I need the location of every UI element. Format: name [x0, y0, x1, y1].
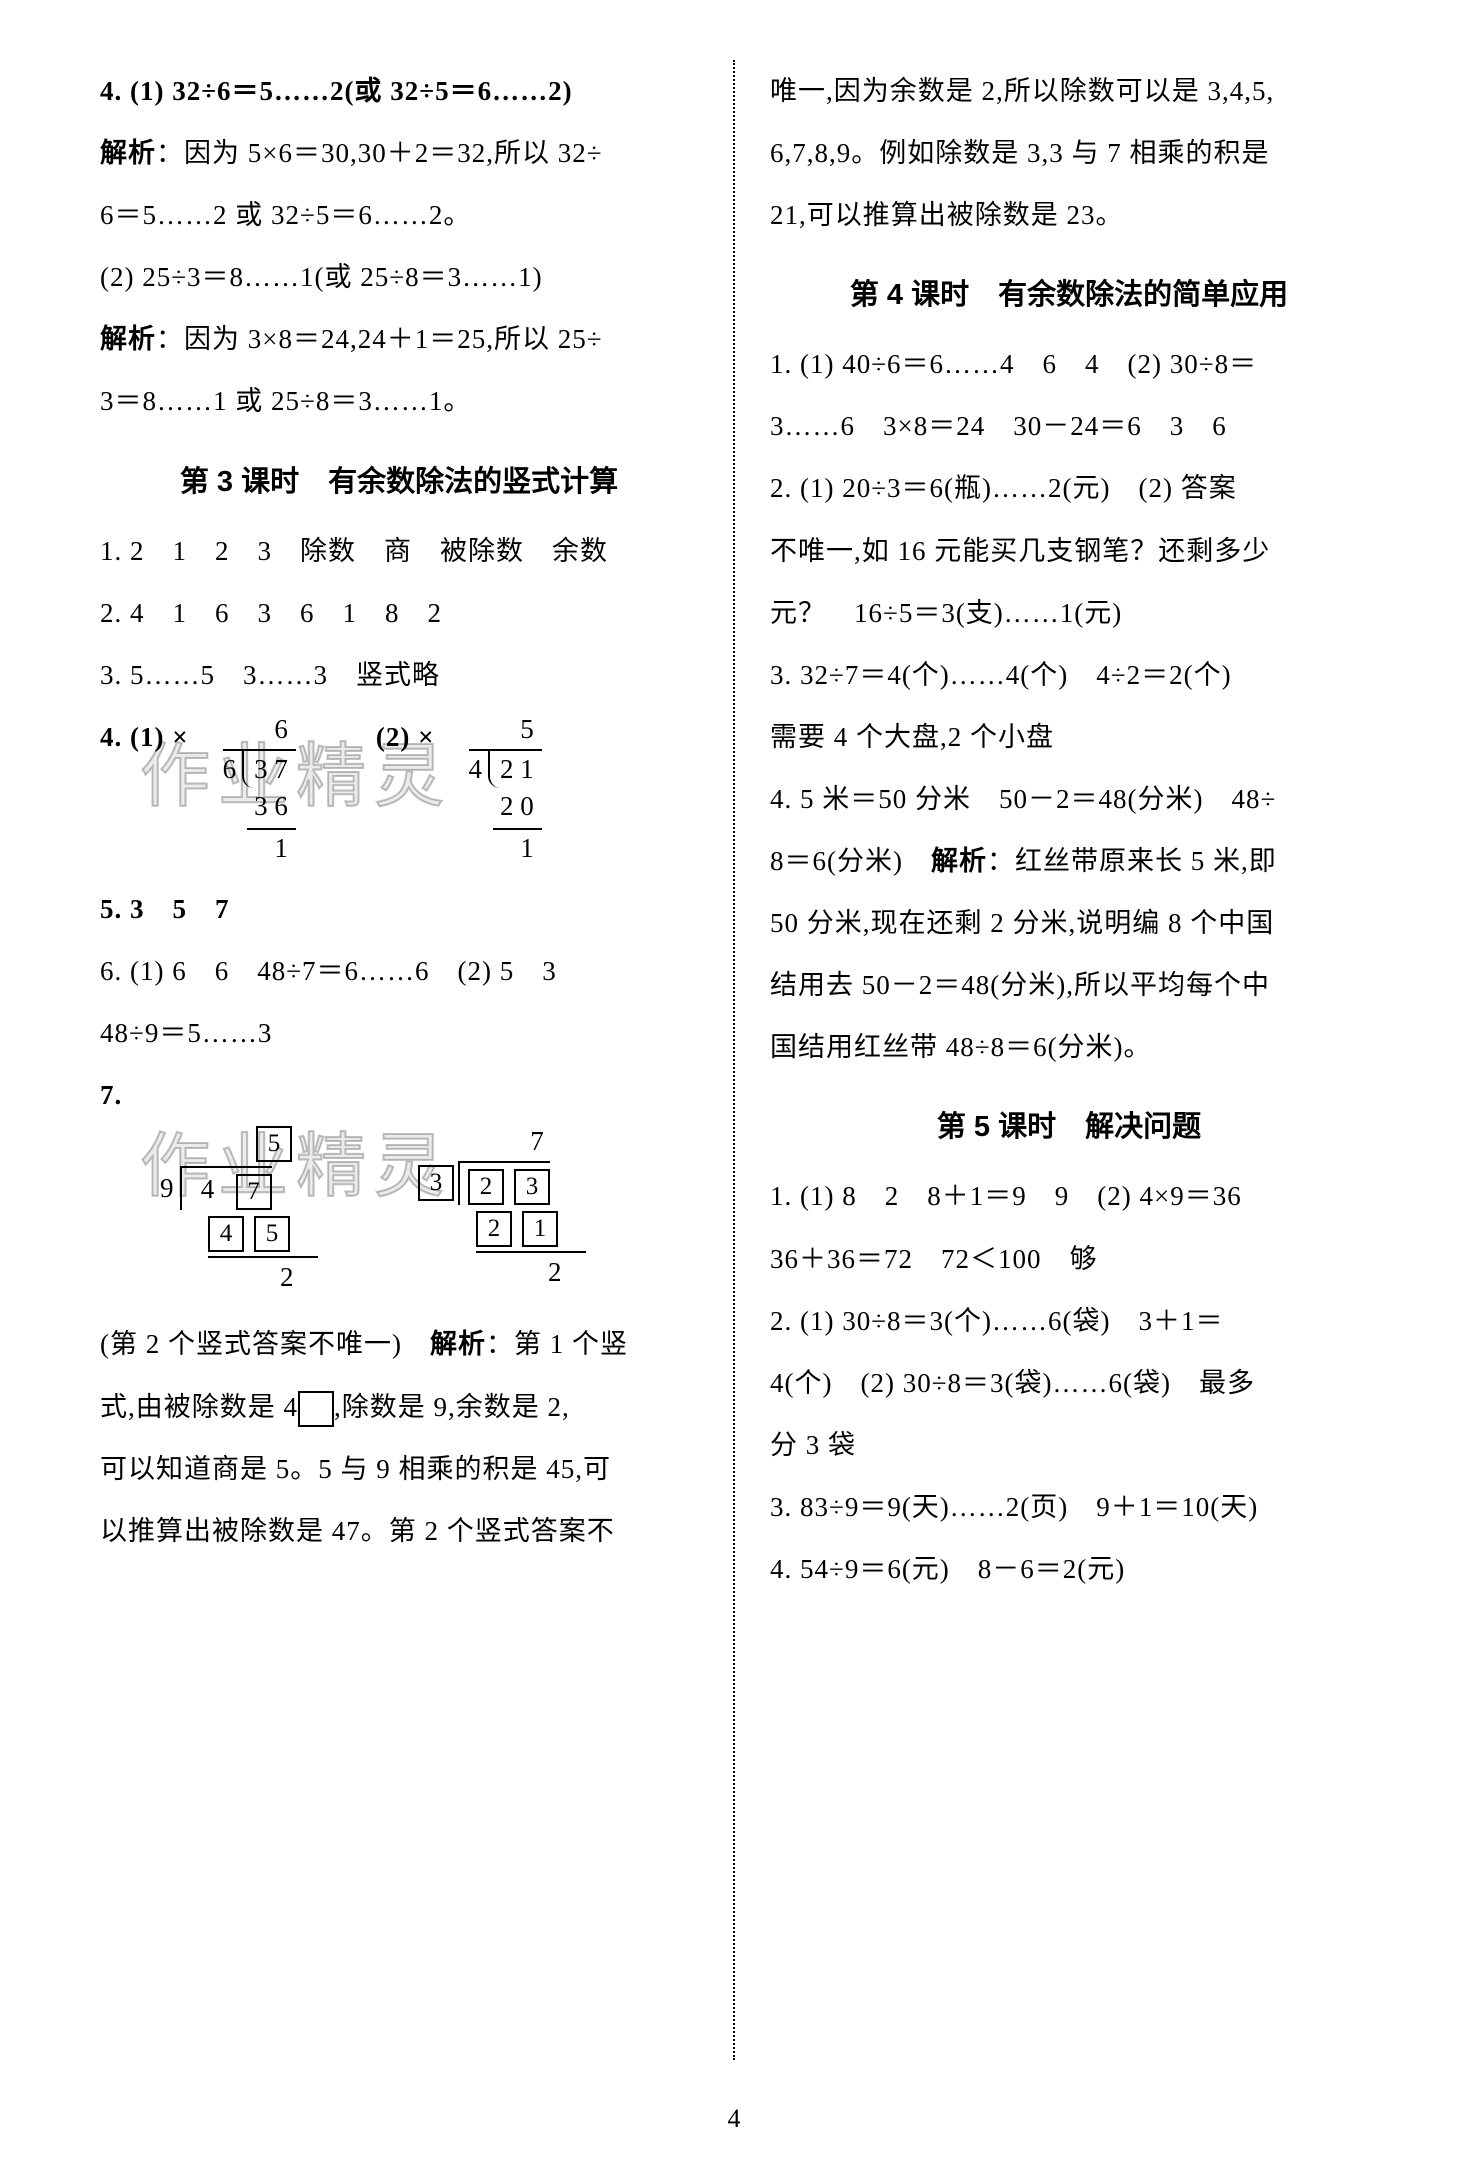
longdiv-a: 6 63 7 3 6 1 — [223, 711, 296, 868]
ld7a-d1: 4 — [190, 1174, 226, 1210]
ld-b-dividend: 2 1 — [500, 754, 534, 784]
l5-3: 3. 83÷9＝9(天)……2(页) 9＋1＝10(天) — [770, 1476, 1368, 1538]
ld7b-q: 7 — [530, 1126, 544, 1156]
l4-3a: 3. 32÷7＝4(个)……4(个) 4÷2＝2(个) — [770, 644, 1368, 706]
q4-1: 4. (1) 32÷6＝5……2(或 32÷5＝6……2) — [100, 60, 698, 122]
l4-4b: 8＝6(分米) 解析：红丝带原来长 5 米,即 — [770, 830, 1368, 892]
l3-5: 5. 3 5 7 — [100, 878, 698, 940]
ld-b-quotient: 5 — [469, 711, 542, 751]
ld-a-rem: 1 — [223, 830, 296, 868]
page-number: 4 — [728, 2104, 741, 2134]
ld7a-divisor: 9 — [160, 1173, 180, 1204]
ld7a-s2: 5 — [254, 1216, 290, 1252]
ld7b-s2: 1 — [522, 1211, 558, 1247]
q4-2-ana-b: 3＝8……1 或 25÷8＝3……1。 — [100, 370, 698, 432]
l3-6a: 6. (1) 6 6 48÷7＝6……6 (2) 5 3 — [100, 940, 698, 1002]
lesson5-heading: 第 5 课时 解决问题 — [770, 1103, 1368, 1145]
l5-2a: 2. (1) 30÷8＝3(个)……6(袋) 3＋1＝ — [770, 1290, 1368, 1352]
r2: 6,7,8,9。例如除数是 3,3 与 7 相乘的积是 — [770, 122, 1368, 184]
ld7a-rem: 2 — [280, 1262, 318, 1293]
ld-b-sub: 2 0 — [469, 788, 542, 826]
l5-2b: 4(个) (2) 30÷8＝3(袋)……6(袋) 最多 — [770, 1352, 1368, 1414]
ld7b-divisor: 3 — [418, 1165, 454, 1201]
l3-4-b-prefix: (2) × — [376, 722, 435, 752]
l3-7d: 可以知道商是 5。5 与 9 相乘的积是 45,可 — [100, 1438, 698, 1500]
l4-3b: 需要 4 个大盘,2 个小盘 — [770, 706, 1368, 768]
ld-a-dividend: 3 7 — [254, 754, 288, 784]
l3-1: 1. 2 1 2 3 除数 商 被除数 余数 — [100, 520, 698, 582]
ld-a-quotient: 6 — [223, 711, 296, 751]
l3-7e: 以推算出被除数是 47。第 2 个竖式答案不 — [100, 1500, 698, 1562]
l3-7c-b: ,除数是 9,余数是 2, — [334, 1392, 570, 1422]
l4-4d: 结用去 50－2＝48(分米),所以平均每个中 — [770, 954, 1368, 1016]
ld7-a: 5 9 4 7 4 5 2 — [160, 1126, 318, 1293]
ld7b-s1: 2 — [476, 1211, 512, 1247]
l3-3: 3. 5……5 3……3 竖式略 — [100, 644, 698, 706]
ld7b-rem: 2 — [548, 1257, 586, 1288]
longdiv-b: 5 4 2 1 2 0 1 — [469, 711, 542, 868]
l5-2c: 分 3 袋 — [770, 1414, 1368, 1476]
q4-2-ana: 解析：因为 3×8＝24,24＋1＝25,所以 25÷ — [100, 308, 698, 370]
r3: 21,可以推算出被除数是 23。 — [770, 184, 1368, 246]
r1: 唯一,因为余数是 2,所以除数可以是 3,4,5, — [770, 60, 1368, 122]
l3-2: 2. 4 1 6 3 6 1 8 2 — [100, 582, 698, 644]
l5-4: 4. 54÷9＝6(元) 8－6＝2(元) — [770, 1538, 1368, 1600]
ld7a-q: 5 — [256, 1126, 292, 1162]
q4-2: (2) 25÷3＝8……1(或 25÷8＝3……1) — [100, 246, 698, 308]
l3-7c: 式,由被除数是 4 ,除数是 9,余数是 2, — [100, 1376, 698, 1438]
ld7b-d2: 3 — [514, 1169, 550, 1205]
lesson4-heading: 第 4 课时 有余数除法的简单应用 — [770, 271, 1368, 313]
lesson3-heading: 第 3 课时 有余数除法的竖式计算 — [100, 458, 698, 500]
l4-1a: 1. (1) 40÷6＝6……4 6 4 (2) 30÷8＝ — [770, 333, 1368, 395]
q4-1-ana-b: 6＝5……2 或 32÷5＝6……2。 — [100, 184, 698, 246]
ld-a-sub: 3 6 — [223, 788, 296, 826]
l5-1a: 1. (1) 8 2 8＋1＝9 9 (2) 4×9＝36 — [770, 1165, 1368, 1227]
l4-4a: 4. 5 米＝50 分米 50－2＝48(分米) 48÷ — [770, 768, 1368, 830]
l5-1b: 36＋36＝72 72＜100 够 — [770, 1228, 1368, 1290]
blank-box — [298, 1391, 334, 1427]
q7-longdivs: 5 9 4 7 4 5 2 7 — [160, 1126, 698, 1293]
q4-1-ana: 解析：因为 5×6＝30,30＋2＝32,所以 32÷ — [100, 122, 698, 184]
l4-2c: 元？ 16÷5＝3(支)……1(元) — [770, 582, 1368, 644]
l4-4c: 50 分米,现在还剩 2 分米,说明编 8 个中国 — [770, 892, 1368, 954]
l3-6b: 48÷9＝5……3 — [100, 1002, 698, 1064]
ld7-b: 7 3 2 3 2 1 2 — [418, 1126, 586, 1293]
l3-7: 7. — [100, 1064, 698, 1126]
l3-7c-a: 式,由被除数是 4 — [100, 1392, 298, 1422]
ld7b-d1: 2 — [468, 1169, 504, 1205]
l4-2a: 2. (1) 20÷3＝6(瓶)……2(元) (2) 答案 — [770, 457, 1368, 519]
l4-2b: 不唯一,如 16 元能买几支钢笔？还剩多少 — [770, 520, 1368, 582]
l3-4-a-prefix: 4. (1) × — [100, 722, 189, 752]
ld7a-d2: 7 — [236, 1174, 272, 1210]
l3-7b: (第 2 个竖式答案不唯一) 解析：第 1 个竖 — [100, 1313, 698, 1375]
ld-b-rem: 1 — [469, 830, 542, 868]
ld7a-s1: 4 — [208, 1216, 244, 1252]
ld-a-divisor: 6 — [223, 751, 243, 789]
l4-1b: 3……6 3×8＝24 30－24＝6 3 6 — [770, 395, 1368, 457]
ld-b-divisor: 4 — [469, 751, 489, 789]
l4-4e: 国结用红丝带 48÷8＝6(分米)。 — [770, 1016, 1368, 1078]
